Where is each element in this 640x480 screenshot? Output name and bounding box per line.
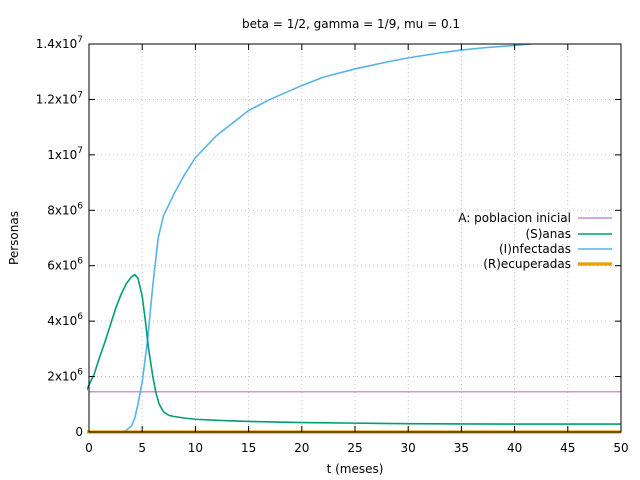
y-axis-label: Personas xyxy=(7,211,21,265)
series-line-2 xyxy=(120,44,531,433)
y-tick-exponent: 7 xyxy=(77,35,83,45)
y-tick-label: 6x106 xyxy=(47,257,83,273)
y-tick-label: 4x106 xyxy=(47,312,83,328)
x-tick-labels: 0 5 10 15 20 25 30 35 40 45 50 xyxy=(85,441,628,455)
y-tick-exponent: 6 xyxy=(77,257,83,267)
y-tick-label: 2x106 xyxy=(47,368,83,384)
x-tick-label: 30 xyxy=(401,441,416,455)
legend-label: (S)anas xyxy=(525,227,571,241)
y-tick-exponent: 7 xyxy=(77,146,83,156)
x-tick-label: 25 xyxy=(347,441,362,455)
x-tick-label: 15 xyxy=(241,441,256,455)
y-tick-label: 0 xyxy=(75,425,83,439)
legend-label: (I)nfectadas xyxy=(499,242,571,256)
y-tick-label: 1x107 xyxy=(47,146,83,162)
x-tick-label: 5 xyxy=(138,441,146,455)
series-line-1 xyxy=(87,273,621,425)
y-tick-label: 1.4x107 xyxy=(36,35,83,51)
y-tick-label: 1.2x107 xyxy=(36,90,83,106)
y-tick-exponent: 7 xyxy=(77,90,83,100)
y-tick-label: 8x106 xyxy=(47,201,83,217)
y-tick-exponent: 6 xyxy=(77,368,83,378)
legend: A: poblacion inicial (S)anas(I)nfectadas(… xyxy=(458,211,612,271)
x-tick-label: 0 xyxy=(85,441,93,455)
legend-label: (R)ecuperadas xyxy=(483,257,571,271)
x-axis-label: t (meses) xyxy=(327,462,384,476)
x-tick-label: 20 xyxy=(294,441,309,455)
x-tick-label: 50 xyxy=(613,441,628,455)
ticks xyxy=(88,43,622,433)
x-tick-label: 35 xyxy=(454,441,469,455)
y-tick-exponent: 6 xyxy=(77,312,83,322)
y-tick-labels: 0 2x106 4x106 6x106 8x106 1x107 1.2x107 1.4x107 xyxy=(36,35,83,439)
chart-title: beta = 1/2, gamma = 1/9, mu = 0.1 xyxy=(242,17,460,31)
x-tick-label: 40 xyxy=(507,441,522,455)
legend-label: A: poblacion inicial xyxy=(458,211,571,225)
grid-lines xyxy=(89,44,621,432)
x-tick-label: 45 xyxy=(560,441,575,455)
y-tick-exponent: 6 xyxy=(77,201,83,211)
x-tick-label: 10 xyxy=(188,441,203,455)
